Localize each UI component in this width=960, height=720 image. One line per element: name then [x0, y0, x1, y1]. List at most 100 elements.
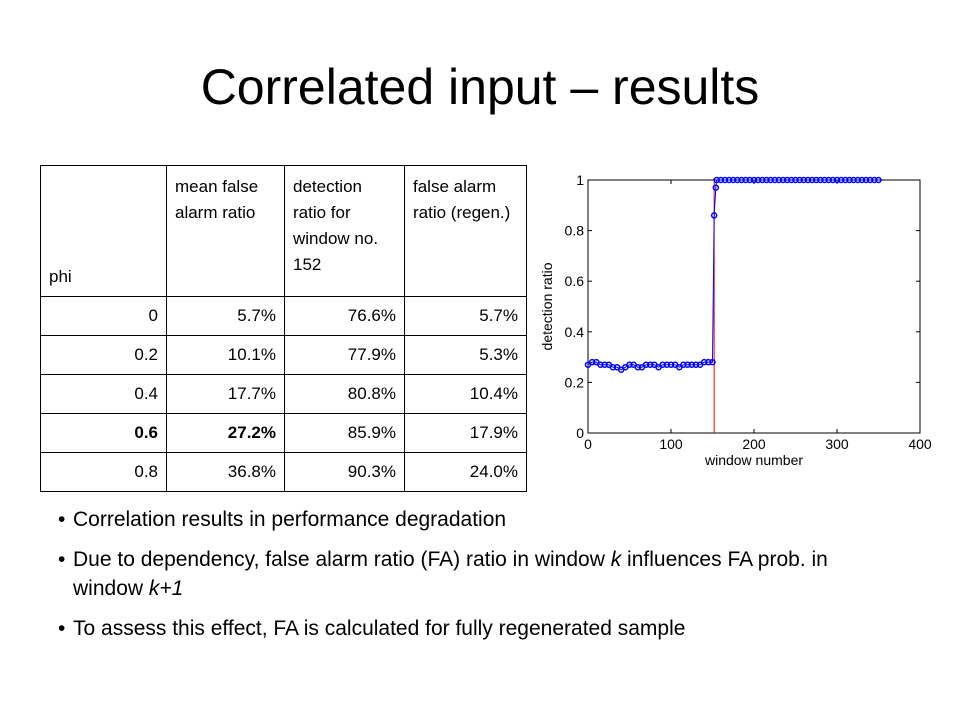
data-point: [663, 361, 671, 368]
table-cell: 0.8: [40, 452, 167, 492]
data-point: [850, 176, 857, 184]
table-row: 0.8 36.8% 90.3% 24.0%: [40, 452, 527, 492]
table-cell: 5.3%: [404, 335, 527, 375]
data-point: [858, 176, 866, 184]
plot-frame: [587, 179, 921, 434]
bullet-text: k: [610, 548, 622, 571]
header-cell: false alarm ratio (regen.): [404, 165, 527, 297]
y-tick-label: 0.6: [565, 273, 585, 289]
y-tick-label: 0.2: [565, 374, 585, 390]
data-point: [792, 176, 799, 184]
data-point: [642, 361, 650, 368]
data-point: [680, 361, 687, 368]
data-point: [738, 176, 745, 184]
bullet: Correlation results in performance degra…: [0, 505, 833, 534]
header-cell: detection ratio for window no. 152: [284, 165, 405, 297]
y-tick-label: 0: [576, 425, 584, 441]
table-cell: 77.9%: [284, 335, 405, 375]
data-point: [659, 361, 666, 368]
data-point: [688, 361, 695, 368]
data-point: [684, 361, 691, 368]
data-point: [712, 184, 720, 191]
data-point: [783, 176, 791, 184]
table-cell: 90.3%: [284, 452, 405, 492]
bullet-text: To assess this effect, FA is calculated …: [73, 617, 686, 640]
table-cell: 0.6: [40, 413, 167, 453]
data-point: [875, 176, 882, 184]
header-cell: phi: [40, 165, 167, 297]
data-point: [750, 176, 758, 184]
data-point: [717, 176, 725, 184]
table-cell: 27.2%: [166, 413, 285, 453]
table-cell: 5.7%: [404, 296, 527, 336]
data-point: [813, 176, 820, 184]
table-cell: 0: [40, 296, 167, 336]
table-row: 0.4 17.7% 80.8% 10.4%: [40, 374, 527, 414]
table-cell: 17.9%: [404, 413, 527, 453]
data-point: [759, 176, 766, 184]
data-point: [817, 176, 824, 184]
x-tick-label: 200: [742, 436, 766, 452]
table-cell: 10.4%: [404, 374, 527, 414]
data-point: [825, 176, 832, 184]
data-point: [804, 176, 812, 184]
data-point: [742, 176, 749, 184]
slide-title: Correlated input – results: [200, 59, 760, 115]
bullet: Due to dependency, false alarm ratio (FA…: [0, 545, 833, 603]
data-point: [597, 361, 604, 368]
data-point: [775, 176, 783, 184]
table-row: 0 5.7% 76.6% 5.7%: [40, 296, 527, 336]
table-cell: 76.6%: [284, 296, 405, 336]
header-row: phi mean false alarm ratio detection ratio…: [40, 165, 527, 297]
table-cell: 0.2: [40, 335, 167, 375]
data-point: [709, 358, 716, 366]
x-tick-label: 0: [584, 436, 592, 452]
results-table: phi mean false alarm ratio detection ratio…: [40, 165, 527, 492]
x-tick-label: 400: [908, 436, 932, 452]
data-point: [609, 363, 617, 371]
data-point: [842, 176, 849, 184]
data-point: [796, 176, 803, 184]
data-point: [725, 176, 733, 184]
table-cell: 17.7%: [166, 374, 285, 414]
y-tick-label: 0.4: [565, 324, 585, 340]
data-point: [767, 176, 774, 184]
data-point: [634, 363, 642, 371]
table-row: 0.6 27.2% 85.9% 17.9%: [40, 413, 527, 453]
data-point: [846, 176, 853, 184]
data-point: [700, 358, 708, 366]
data-point: [588, 358, 596, 366]
data-point: [866, 176, 874, 184]
bullet-text: influences FA prob. in window: [73, 548, 828, 600]
data-point: [808, 176, 816, 184]
y-tick-label: 0.8: [565, 223, 585, 239]
data-point: [710, 212, 718, 219]
bullet: To assess this effect, FA is calculated …: [0, 614, 833, 643]
data-point: [713, 176, 720, 184]
data-point: [601, 361, 608, 368]
x-tick-label: 300: [825, 436, 849, 452]
data-point: [667, 361, 675, 368]
bullet-text: Due to dependency, false alarm ratio (FA…: [73, 548, 611, 571]
data-point: [626, 361, 633, 368]
data-point: [734, 176, 741, 184]
table-cell: 80.8%: [284, 374, 405, 414]
data-point: [871, 176, 878, 184]
table-cell: 0.4: [40, 374, 167, 414]
data-point: [788, 176, 795, 184]
header-cell: mean false alarm ratio: [166, 165, 285, 297]
data-point: [779, 176, 787, 184]
table-row: 0.2 10.1% 77.9% 5.3%: [40, 335, 527, 375]
x-tick-label: 100: [659, 436, 683, 452]
data-point: [821, 176, 828, 184]
data-point: [705, 358, 712, 366]
data-point: [746, 176, 754, 184]
data-point: [837, 176, 845, 184]
bullet-list: Correlation results in performance degra…: [0, 505, 960, 654]
data-point: [730, 176, 737, 184]
data-point: [763, 176, 770, 184]
data-point: [854, 176, 861, 184]
table-cell: 24.0%: [404, 452, 527, 492]
bullet-text: k+1: [148, 577, 184, 600]
chart: 0 100 200 300 400 0 0.2 0.4 0.6 0.8 1 window number…: [539, 172, 932, 468]
